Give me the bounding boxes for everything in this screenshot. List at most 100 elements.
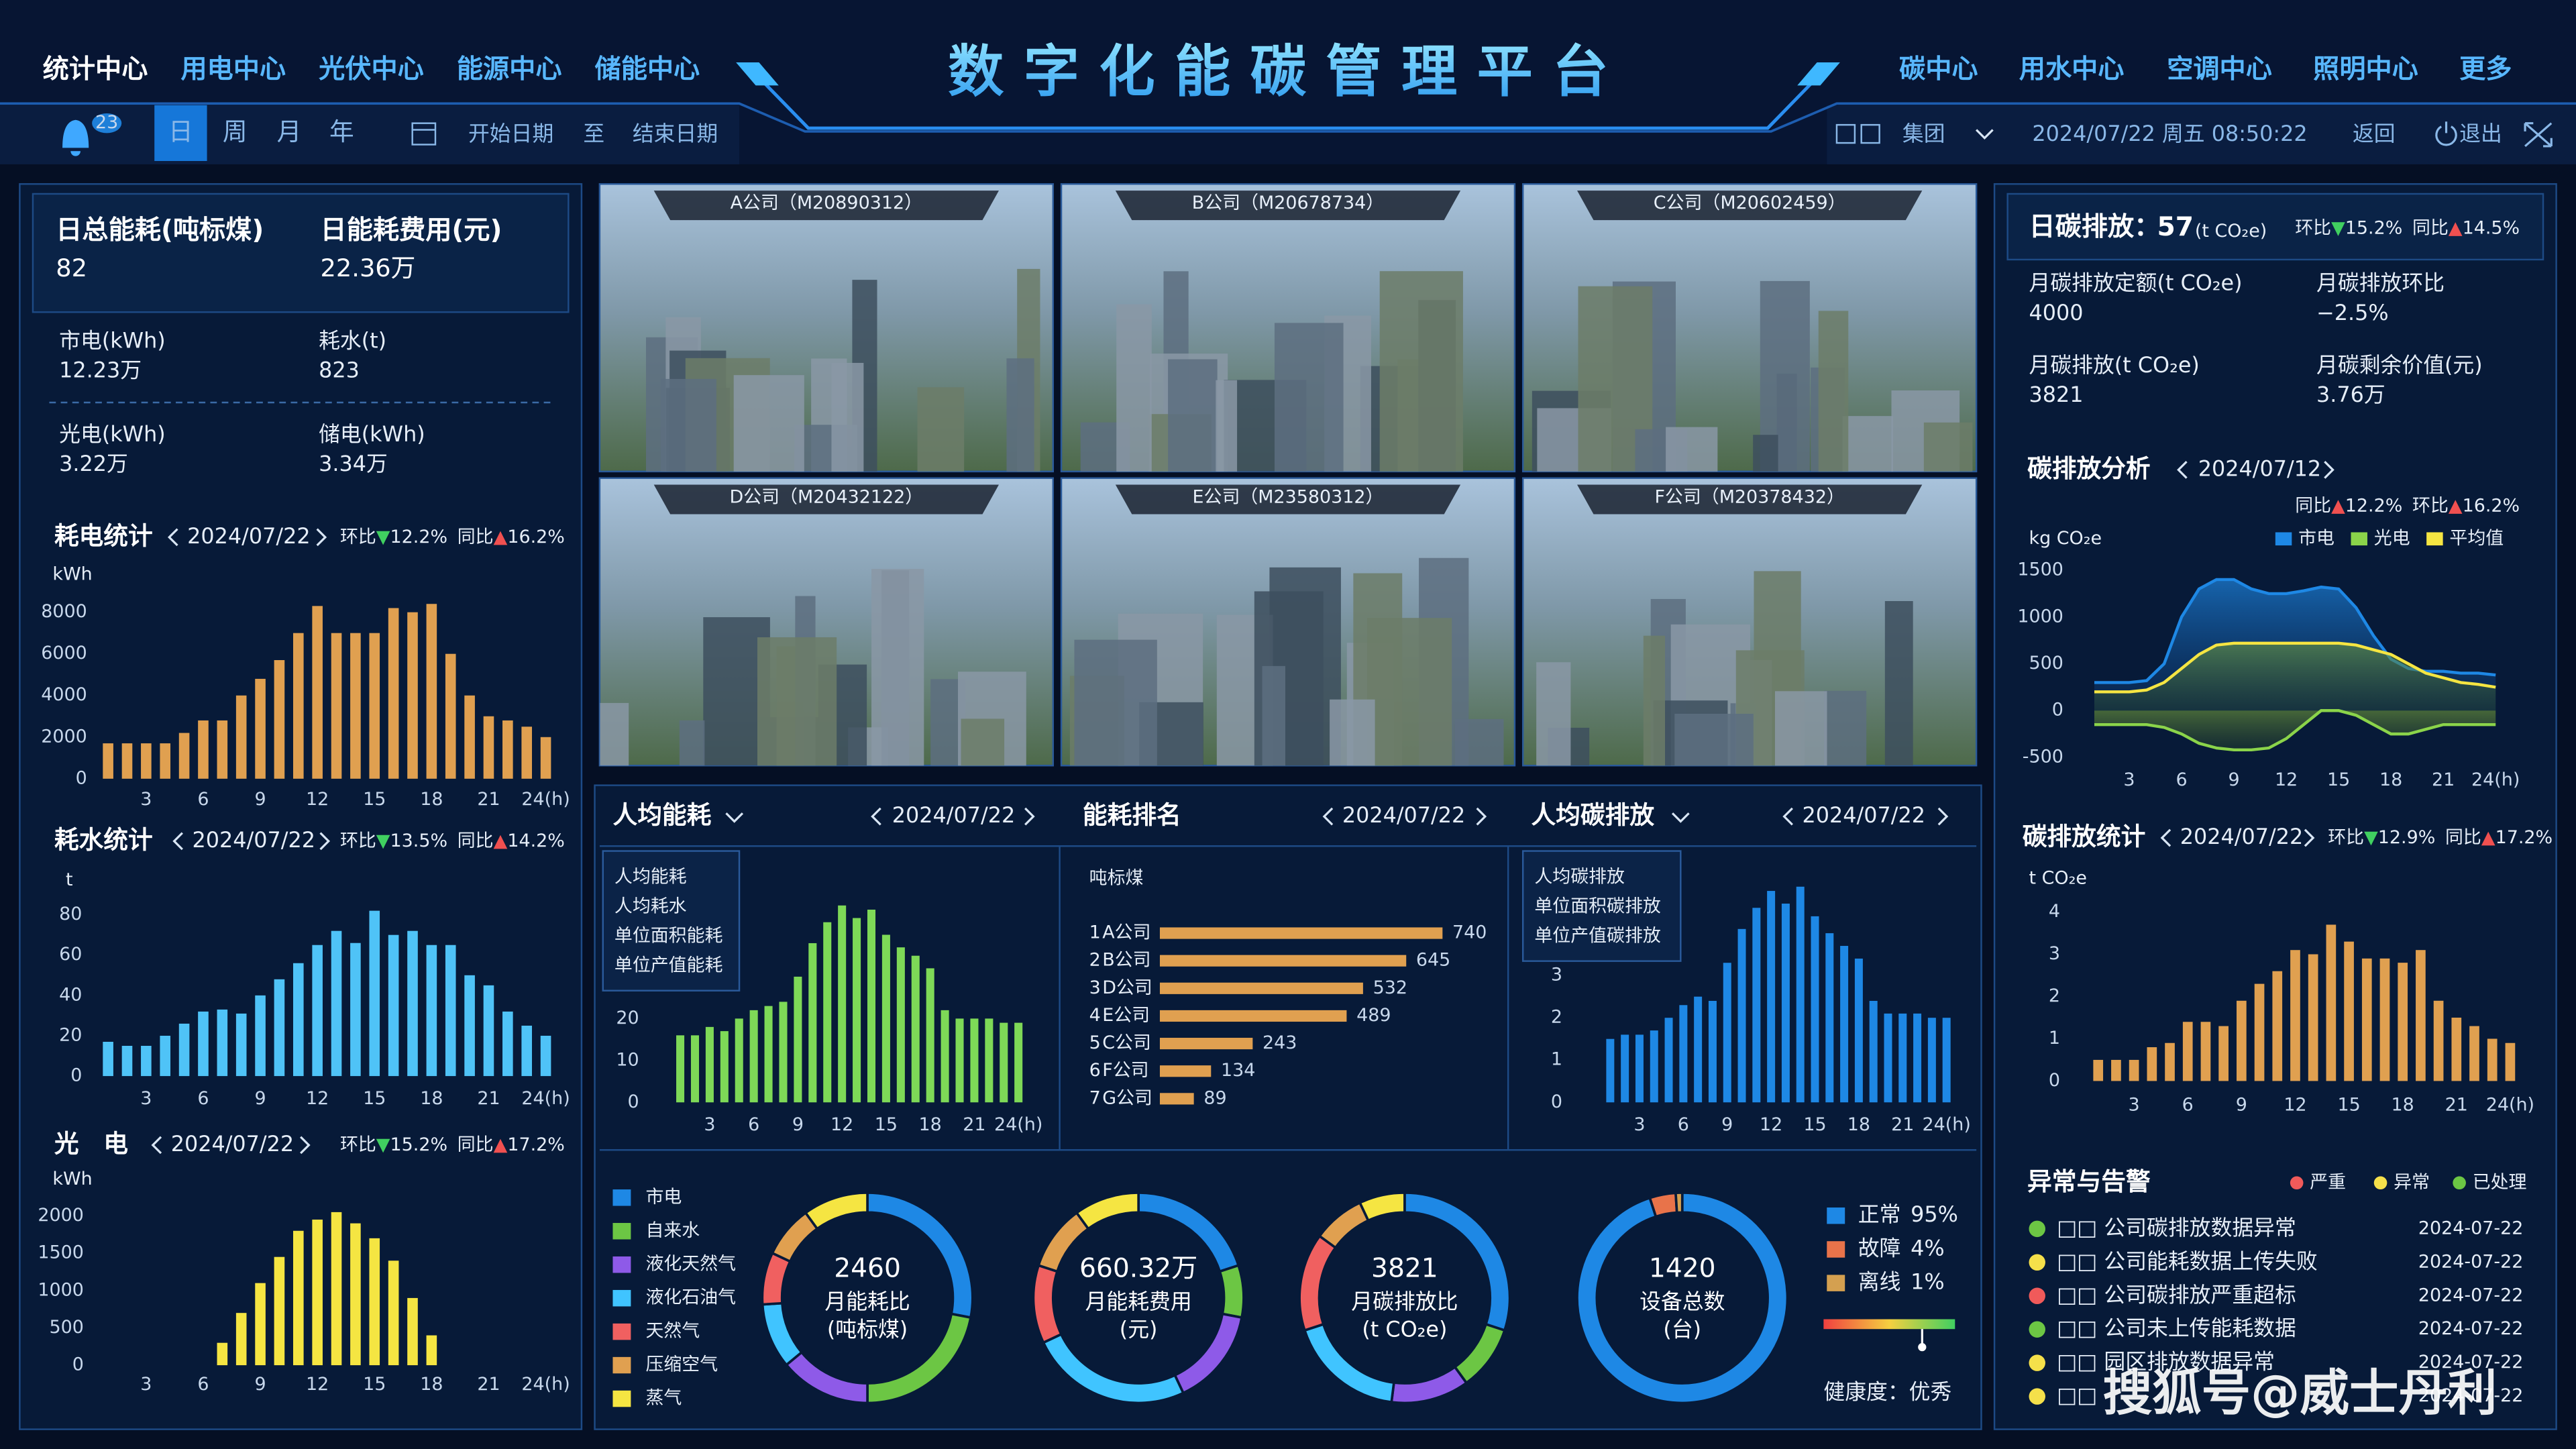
alert-text[interactable]: □□ xyxy=(2057,1383,2097,1408)
next-date[interactable] xyxy=(1476,807,1487,826)
legend-label: 正常 95% xyxy=(1858,1201,1958,1227)
tab[interactable]: 年 xyxy=(329,117,354,146)
dropdown-item[interactable]: 人均碳排放 xyxy=(1534,866,1625,887)
bar xyxy=(2379,958,2390,1081)
bar xyxy=(911,955,920,1103)
nav-item[interactable]: 统计中心 xyxy=(43,54,148,85)
chart-title: 人均能耗 xyxy=(612,801,711,830)
fullscreen-icon[interactable] xyxy=(2524,122,2553,148)
nav-item[interactable]: 能源中心 xyxy=(457,54,562,85)
prev-date[interactable] xyxy=(2177,461,2188,479)
photo-building xyxy=(1643,635,1666,766)
dropdown-item[interactable]: 人均能耗 xyxy=(614,866,687,887)
alert-text[interactable]: □□ 公司能耗数据上传失败 xyxy=(2057,1248,2318,1274)
legend-swatch xyxy=(612,1323,631,1340)
alert-text[interactable]: □□ 公司碳排放数据异常 xyxy=(2057,1215,2296,1240)
tab[interactable]: 周 xyxy=(223,117,248,146)
bar xyxy=(2218,1026,2229,1081)
bar xyxy=(1840,946,1849,1103)
x-tick-label: 6 xyxy=(1678,1114,1689,1135)
bar xyxy=(1000,1022,1008,1103)
prev-date[interactable] xyxy=(172,832,183,851)
dropdown-item[interactable]: 单位面积碳排放 xyxy=(1534,896,1661,916)
next-date[interactable] xyxy=(300,1136,311,1155)
bell-icon[interactable] xyxy=(62,119,89,156)
next-date[interactable] xyxy=(2324,461,2334,479)
dropdown-icon[interactable] xyxy=(1975,129,1994,140)
next-date[interactable] xyxy=(319,832,331,851)
dropdown-item[interactable]: 单位产值碳排放 xyxy=(1534,925,1661,946)
nav-item[interactable]: 照明中心 xyxy=(2313,54,2418,85)
bar xyxy=(331,1212,342,1366)
x-tick-label: 6 xyxy=(748,1114,759,1135)
next-date[interactable] xyxy=(1024,807,1035,826)
dropdown-item[interactable]: 人均耗水 xyxy=(614,896,687,916)
x-tick-label: 24(h) xyxy=(521,1374,570,1395)
exit-button[interactable]: 退出 xyxy=(2459,121,2502,146)
nav-item[interactable]: 空调中心 xyxy=(2167,54,2272,85)
bar xyxy=(312,1220,323,1366)
alert-text[interactable]: □□ 园区排放数据异常 xyxy=(2057,1349,2275,1375)
value-label: 134 xyxy=(1221,1060,1255,1081)
y-tick-label: -500 xyxy=(2023,746,2063,767)
stat-value: 3.34万 xyxy=(319,451,388,476)
bar xyxy=(141,1045,152,1077)
carbon-title: 日碳排放： xyxy=(2029,212,2160,242)
next-date[interactable] xyxy=(2304,828,2315,847)
nav-item[interactable]: 更多 xyxy=(2459,54,2512,85)
next-date[interactable] xyxy=(1937,807,1949,826)
x-tick-label: 24(h) xyxy=(521,1088,570,1109)
nav-item[interactable]: 用水中心 xyxy=(2019,54,2125,85)
bar xyxy=(1781,903,1790,1103)
x-tick-label: 12 xyxy=(2284,1095,2306,1116)
nav-item[interactable]: 碳中心 xyxy=(1899,54,1978,85)
bar xyxy=(103,743,113,779)
x-tick-label: 12 xyxy=(306,1088,329,1109)
y-tick-label: 60 xyxy=(59,944,82,965)
tab[interactable]: 日 xyxy=(168,117,193,146)
group-select[interactable]: 集团 xyxy=(1902,121,1945,146)
prev-date[interactable] xyxy=(871,807,881,826)
photo-caption: B公司（M20678734） xyxy=(1192,193,1384,213)
dropdown-item[interactable]: 单位面积能耗 xyxy=(614,925,723,946)
nav-item[interactable]: 光伏中心 xyxy=(319,54,424,85)
compare-value: 17.2% xyxy=(507,1134,565,1155)
alert-text[interactable]: □□ 公司碳排放严重超标 xyxy=(2057,1282,2296,1307)
prev-date[interactable] xyxy=(151,1136,162,1155)
nav-item[interactable]: 用电中心 xyxy=(180,54,286,85)
center-unit: (t CO₂e) xyxy=(1362,1317,1447,1342)
prev-date[interactable] xyxy=(2160,828,2171,847)
end-date[interactable]: 结束日期 xyxy=(633,121,718,146)
dropdown-menu xyxy=(602,850,741,991)
compare-arrow: ▼ xyxy=(376,526,390,547)
start-date[interactable]: 开始日期 xyxy=(468,121,553,146)
bar xyxy=(1621,1034,1629,1103)
x-tick-label: 6 xyxy=(2182,1095,2194,1116)
bar xyxy=(2272,971,2283,1081)
back-button[interactable]: 返回 xyxy=(2353,121,2396,146)
x-tick-label: 21 xyxy=(2432,769,2455,790)
x-tick-label: 18 xyxy=(1847,1114,1870,1135)
prev-date[interactable] xyxy=(1782,807,1793,826)
unit-label: kWh xyxy=(52,564,92,585)
bar xyxy=(1159,927,1443,939)
bar xyxy=(2165,1042,2175,1081)
bar xyxy=(2290,950,2300,1081)
bar xyxy=(407,930,418,1077)
alert-text[interactable]: □□ 公司未上传能耗数据 xyxy=(2057,1316,2296,1341)
dropdown-icon[interactable] xyxy=(725,812,744,823)
y-tick-label: 0 xyxy=(628,1091,639,1112)
dropdown-icon[interactable] xyxy=(1671,812,1690,823)
legend-swatch xyxy=(1827,1208,1845,1224)
tab[interactable]: 月 xyxy=(277,117,302,146)
prev-date[interactable] xyxy=(1322,807,1334,826)
bar xyxy=(985,1018,994,1103)
prev-date[interactable] xyxy=(167,528,178,547)
value-label: 489 xyxy=(1356,1005,1391,1026)
legend-label: 天然气 xyxy=(645,1321,700,1342)
dropdown-item[interactable]: 单位产值能耗 xyxy=(614,955,723,976)
x-tick-label: 9 xyxy=(792,1114,804,1135)
next-date[interactable] xyxy=(316,528,327,547)
nav-item[interactable]: 储能中心 xyxy=(595,54,700,85)
